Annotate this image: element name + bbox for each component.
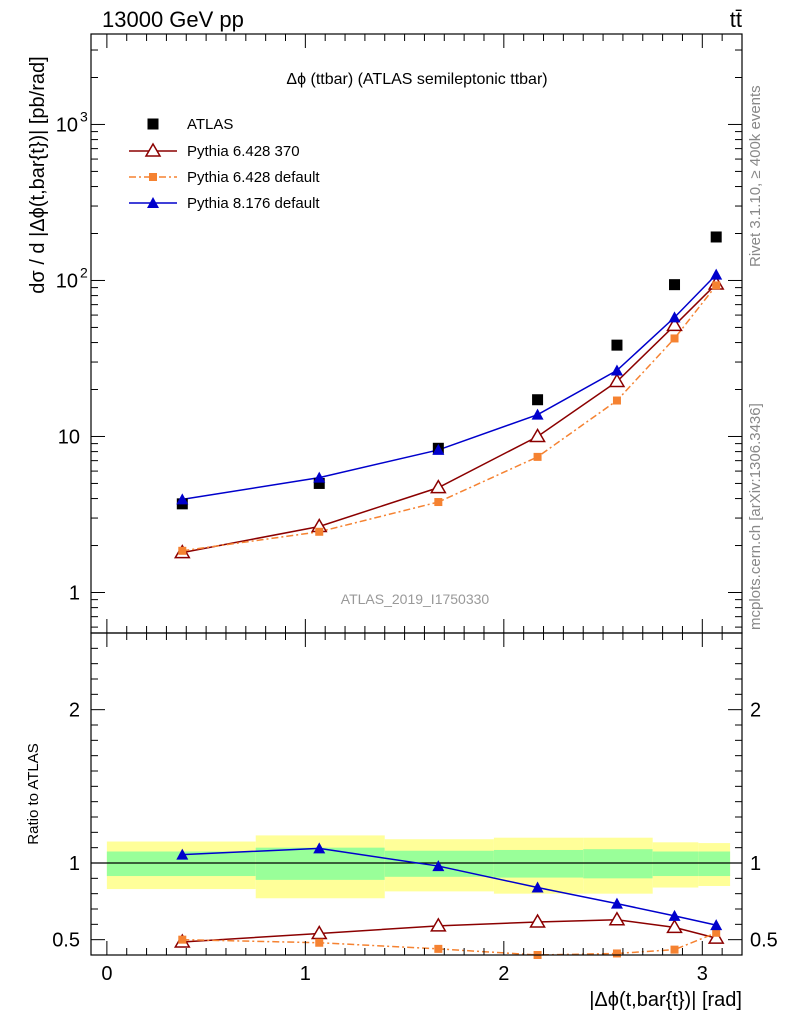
- data-point: [532, 394, 544, 406]
- y-tick-label: 1: [69, 582, 80, 604]
- data-point: [608, 373, 626, 388]
- data-point: [670, 334, 679, 343]
- y-tick-label: 10: [56, 270, 78, 292]
- series-line: [182, 283, 717, 554]
- ratio-y-tick-label: 0.5: [750, 930, 778, 952]
- data-point: [668, 311, 681, 323]
- ratio-y-tick-label: 2: [69, 700, 80, 722]
- mcplots-label: mcplots.cern.ch [arXiv:1306.3436]: [747, 403, 764, 630]
- data-point: [712, 281, 721, 290]
- series-line: [182, 284, 717, 552]
- data-point: [315, 527, 324, 536]
- legend-label-pythia6-370: Pythia 6.428 370: [187, 143, 300, 160]
- data-point: [612, 396, 621, 405]
- analysis-watermark: ATLAS_2019_I1750330: [341, 591, 490, 607]
- ratio-point: [176, 848, 189, 860]
- legend-marker: [144, 142, 162, 157]
- ratio-point: [315, 938, 324, 947]
- ratio-y-tick-label: 0.5: [52, 930, 80, 952]
- main-y-axis-label: dσ / d |Δϕ(t,bar{t})| [pb/rad]: [27, 56, 49, 293]
- data-point: [531, 408, 544, 420]
- legend-marker: [147, 197, 159, 208]
- x-axis-label: |Δϕ(t,bar{t})| [rad]: [589, 989, 742, 1011]
- ratio-point: [178, 935, 187, 944]
- legend-marker: [147, 118, 159, 130]
- ratio-y-tick-label: 1: [750, 853, 761, 875]
- ratio-point: [668, 909, 681, 921]
- ratio-point: [434, 944, 443, 953]
- data-point: [178, 546, 187, 555]
- ratio-point: [670, 945, 679, 954]
- data-point: [313, 477, 325, 489]
- rivet-label: Rivet 3.1.10, ≥ 400k events: [747, 85, 764, 267]
- x-tick-label: 0: [101, 963, 112, 985]
- y-tick-label-exponent: 3: [80, 108, 88, 124]
- data-point: [313, 471, 326, 483]
- ratio-y-tick-label: 2: [750, 700, 761, 722]
- ratio-point: [710, 919, 723, 931]
- ratio-point: [531, 881, 544, 893]
- legend-marker: [149, 173, 157, 181]
- ratio-point: [313, 842, 326, 854]
- ratio-y-tick-label: 1: [69, 853, 80, 875]
- y-tick-label: 10: [56, 114, 78, 136]
- ratio-panel: Ratio to ATLAS |Δϕ(t,bar{t})| [rad] 0.5 0…: [25, 632, 778, 1011]
- ratio-point: [610, 897, 623, 909]
- ratio-point: [608, 911, 626, 926]
- ratio-point: [432, 860, 445, 872]
- x-tick-label: 2: [498, 963, 509, 985]
- y-tick-label: 10: [58, 426, 80, 448]
- ratio-y-axis-label: Ratio to ATLAS: [25, 743, 42, 844]
- data-point: [710, 231, 722, 243]
- ratio-point: [430, 917, 447, 932]
- data-point: [434, 498, 443, 507]
- ratio-series-line: [182, 932, 717, 956]
- process-label: tt̄: [730, 7, 742, 32]
- data-point: [610, 364, 623, 376]
- uncertainty-band-inner: [583, 849, 653, 879]
- energy-label: 13000 GeV pp: [102, 7, 244, 32]
- ratio-point: [529, 913, 546, 928]
- y-tick-label-exponent: 2: [80, 264, 88, 280]
- ratio-point: [712, 928, 721, 937]
- data-point: [432, 443, 445, 455]
- series-line: [182, 274, 717, 501]
- legend: ATLAS Pythia 6.428 370 Pythia 6.428 defa…: [129, 116, 320, 212]
- ratio-series-line: [182, 918, 717, 943]
- data-point: [666, 316, 683, 332]
- data-point: [430, 479, 447, 494]
- data-point: [611, 339, 623, 351]
- main-panel: Δϕ (ttbar) (ATLAS semileptonic ttbar) dσ…: [27, 33, 743, 634]
- data-point: [533, 452, 542, 461]
- main-title: Δϕ (ttbar) (ATLAS semileptonic ttbar): [286, 71, 547, 88]
- data-point: [529, 427, 546, 443]
- data-point: [710, 268, 723, 280]
- uncertainty-band-inner: [493, 849, 584, 878]
- ratio-frame: [90, 632, 743, 956]
- x-tick-label: 1: [300, 963, 311, 985]
- uncertainty-band-inner: [652, 851, 699, 877]
- legend-label-atlas: ATLAS: [187, 116, 233, 133]
- legend-label-pythia8: Pythia 8.176 default: [187, 195, 320, 212]
- ratio-point: [612, 949, 621, 958]
- uncertainty-band-inner: [698, 851, 731, 877]
- ratio-point: [666, 918, 683, 934]
- data-point: [669, 279, 681, 291]
- legend-label-pythia6-default: Pythia 6.428 default: [187, 169, 320, 186]
- ratio-point: [707, 929, 725, 944]
- ratio-point: [310, 925, 328, 940]
- data-point: [176, 493, 189, 505]
- x-tick-label: 3: [697, 963, 708, 985]
